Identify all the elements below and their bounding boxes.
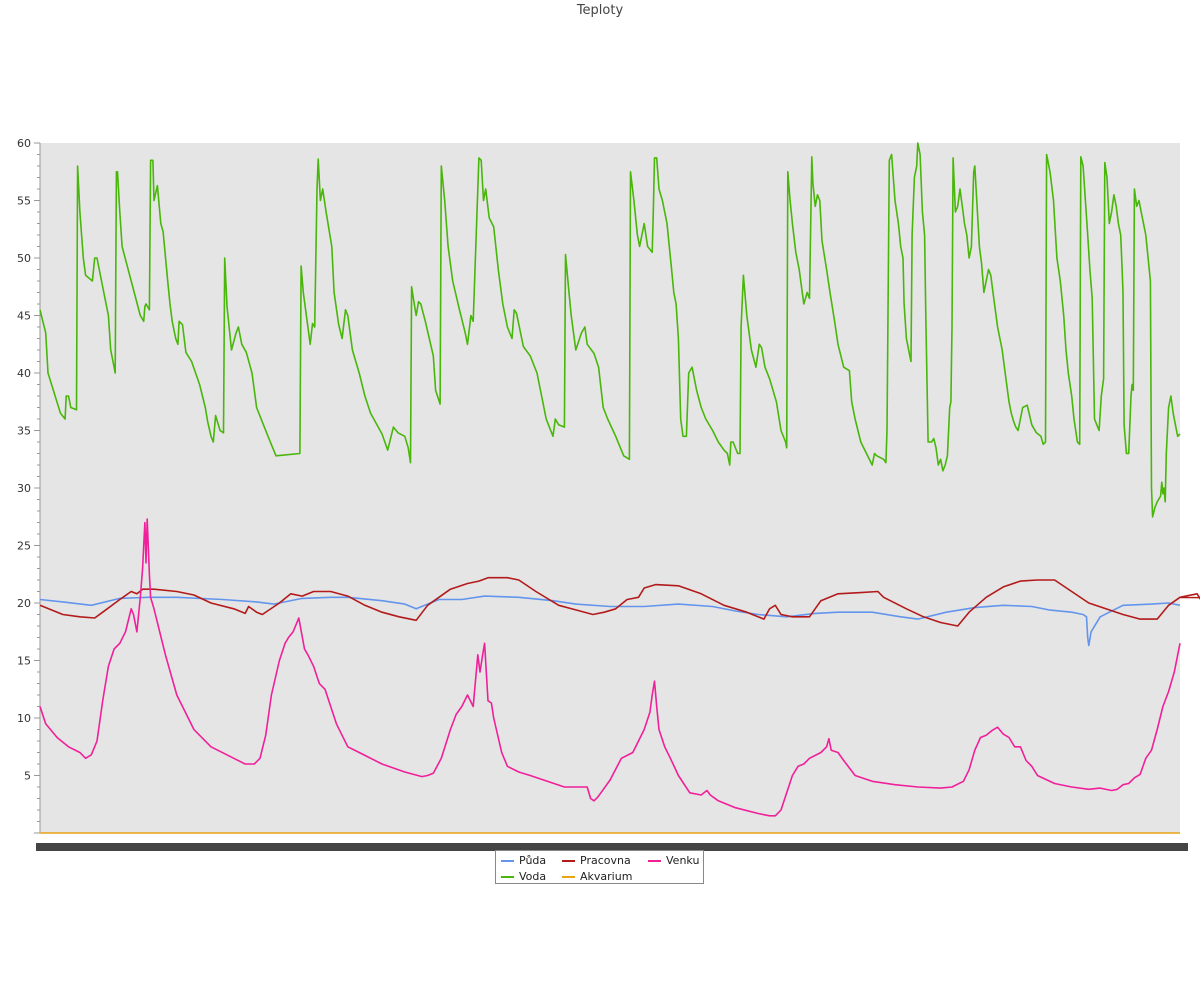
chart-title: Teploty <box>576 3 624 18</box>
y-tick-label: 15 <box>17 655 31 668</box>
legend-swatch <box>562 876 575 878</box>
y-tick-label: 40 <box>17 367 31 380</box>
legend-label: Venku <box>666 854 700 867</box>
series-line-venku <box>39 518 1181 817</box>
y-tick-label: 50 <box>17 252 31 265</box>
legend-swatch <box>648 860 661 862</box>
legend-swatch <box>501 860 514 862</box>
y-tick-label: 35 <box>17 425 31 438</box>
x-tick-label-band <box>36 843 1188 851</box>
legend-swatch <box>501 876 514 878</box>
y-tick-label: 30 <box>17 482 31 495</box>
legend-swatch <box>562 860 575 862</box>
y-tick-label: 25 <box>17 540 31 553</box>
legend-label: Akvarium <box>580 870 633 883</box>
legend-item: Půda <box>501 853 546 868</box>
legend-label: Půda <box>519 854 547 867</box>
y-tick-label: 60 <box>17 137 31 150</box>
legend-item: Pracovna <box>562 853 631 868</box>
legend: Půda Pracovna Venku Voda Akvarium <box>495 850 704 884</box>
x-axis <box>36 843 1188 851</box>
legend-label: Voda <box>519 870 547 883</box>
series-layer <box>39 142 1200 834</box>
series-line-p-da <box>39 595 1181 647</box>
y-tick-label: 20 <box>17 597 31 610</box>
y-axis: 5 10 15 20 25 30 35 40 45 50 55 60 <box>17 137 41 834</box>
legend-label: Pracovna <box>580 854 631 867</box>
y-tick-label: 10 <box>17 712 31 725</box>
legend-item: Akvarium <box>562 869 632 884</box>
legend-item: Venku <box>648 853 699 868</box>
y-tick-label: 55 <box>17 195 31 208</box>
plot-area-background <box>40 143 1180 833</box>
legend-item: Voda <box>501 869 546 884</box>
series-line-voda <box>39 142 1181 518</box>
series-line-pracovna <box>39 576 1200 627</box>
y-tick-label: 45 <box>17 310 31 323</box>
y-tick-label: 5 <box>24 770 31 783</box>
